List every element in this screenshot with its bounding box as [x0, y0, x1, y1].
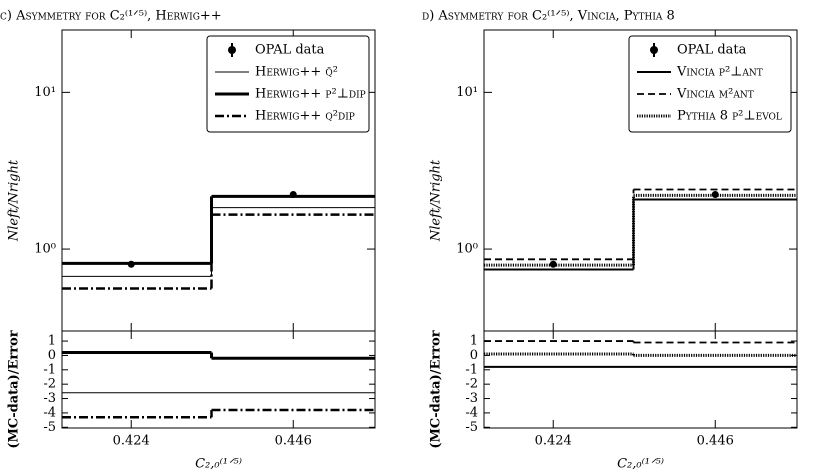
ratio-y-tick-label: -4 [43, 405, 56, 420]
data-point [711, 190, 719, 198]
chart-title: c) Asymmetry for C₂⁽¹ᐟ⁵⁾, Herwig++ [0, 9, 222, 24]
y-axis-label: Nleft/Nright [429, 159, 444, 242]
y-axis-label: Nleft/Nright [7, 159, 22, 242]
ratio-frame [61, 330, 376, 429]
ratio-y-tick-label: -3 [465, 391, 478, 406]
ratio-y-tick-label: -5 [465, 420, 478, 435]
legend-marker [650, 46, 658, 54]
ratio-y-tick-label: -4 [465, 405, 478, 420]
ratio-y-tick-label: -5 [43, 420, 56, 435]
data-point [289, 190, 297, 198]
legend-label: OPAL data [677, 43, 747, 58]
chart-title: d) Asymmetry for C₂⁽¹ᐟ⁵⁾, Vincia, Pythia… [422, 9, 675, 24]
ratio-y-tick-label: -2 [465, 377, 478, 392]
ratio-y-tick-label: -3 [43, 391, 56, 406]
legend-label: OPAL data [255, 43, 325, 58]
x-axis-label: C₂,₀⁽¹ᐟ⁵⁾ [195, 457, 242, 472]
x-tick-label: 0.446 [275, 434, 312, 449]
ratio-y-axis-label: (MC-data)/Error [429, 330, 444, 448]
legend-label: Herwig++ q²dip [255, 109, 355, 124]
y-tick-label: 10¹ [456, 85, 478, 100]
x-axis-label: C₂,₀⁽¹ᐟ⁵⁾ [617, 457, 664, 472]
x-tick-label: 0.424 [535, 434, 572, 449]
y-tick-label: 10¹ [34, 85, 56, 100]
legend-label: Herwig++ p²⊥dip [255, 87, 366, 102]
x-tick-label: 0.424 [113, 434, 150, 449]
legend-box [206, 35, 370, 133]
ratio-y-tick-label: 1 [48, 334, 56, 349]
y-tick-label: 10⁰ [456, 242, 478, 257]
ratio-y-tick-label: 1 [470, 334, 478, 349]
ratio-frame [483, 330, 798, 429]
data-point [549, 260, 557, 268]
ratio-y-tick-label: 0 [48, 348, 56, 363]
ratio-y-tick-label: -1 [465, 362, 478, 377]
legend-label: Vincia m²ant [676, 87, 754, 102]
legend-label: Pythia 8 p²⊥evol [677, 109, 782, 124]
legend-box [628, 35, 792, 133]
data-point [127, 260, 135, 268]
ratio-y-axis-label: (MC-data)/Error [7, 330, 22, 448]
legend-label: Herwig++ q̃² [255, 65, 338, 80]
y-tick-label: 10⁰ [34, 242, 56, 257]
ratio-y-tick-label: -2 [43, 377, 56, 392]
x-tick-label: 0.446 [697, 434, 734, 449]
ratio-y-tick-label: 0 [470, 348, 478, 363]
ratio-y-tick-label: -1 [43, 362, 56, 377]
legend-marker [228, 46, 236, 54]
legend-label: Vincia p²⊥ant [676, 65, 763, 80]
